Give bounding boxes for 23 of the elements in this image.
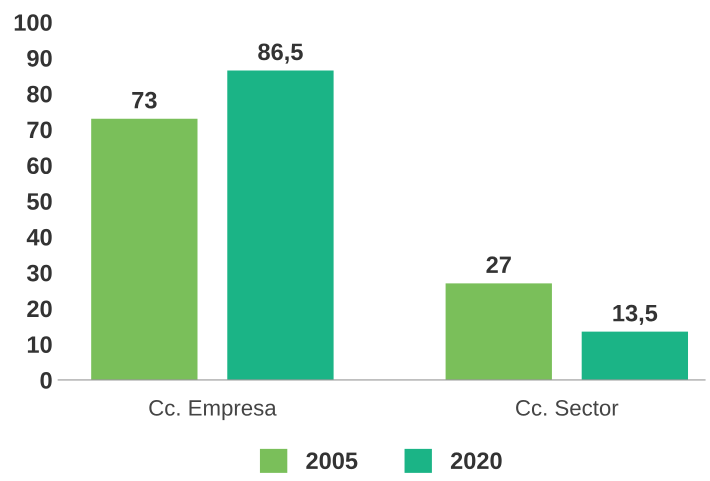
y-tick-label: 80 — [27, 86, 52, 102]
y-tick-label: 90 — [27, 50, 52, 67]
y-tick-label: 40 — [26, 228, 52, 246]
y-tick-label: 30 — [26, 264, 52, 282]
y-tick-label: 10 — [28, 336, 52, 353]
bar — [446, 283, 552, 380]
y-tick-label: 20 — [27, 300, 52, 318]
data-label: 27 — [486, 256, 511, 273]
y-tick-label: 50 — [27, 193, 52, 210]
bar — [582, 332, 688, 380]
legend-label: 2020 — [450, 452, 502, 470]
y-tick-label: 60 — [27, 157, 52, 174]
x-tick-label: Cc. Sector — [516, 400, 618, 416]
bar — [227, 70, 334, 380]
x-tick-label: Cc. Empresa — [149, 400, 277, 420]
legend-label: 2005 — [306, 452, 358, 470]
data-label: 73 — [132, 92, 157, 109]
bar — [91, 118, 198, 380]
y-tick-label: 0 — [40, 372, 52, 389]
y-tick-label: 100 — [14, 14, 52, 31]
data-label: 13,5 — [613, 304, 658, 325]
data-label: 86,5 — [258, 43, 303, 64]
y-tick-label: 70 — [27, 122, 52, 138]
